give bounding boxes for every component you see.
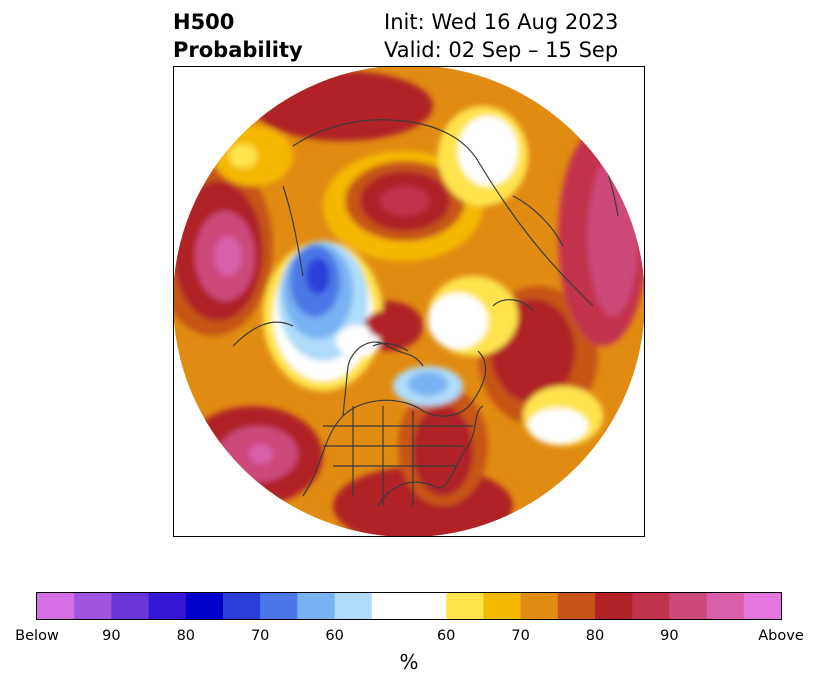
colorbar-tick-label: 70 — [511, 628, 530, 644]
init-date: Init: Wed 16 Aug 2023 — [384, 10, 619, 34]
colorbar-bin — [74, 593, 112, 619]
colorbar-bin — [520, 593, 559, 619]
colorbar-tick-label: 60 — [436, 628, 456, 644]
colorbar-bin — [334, 593, 373, 619]
colorbar-bin — [37, 593, 75, 619]
colorbar-tick-label: 70 — [250, 628, 270, 644]
colorbar-bin — [595, 593, 633, 619]
colorbar-tick-label: 80 — [176, 628, 196, 644]
colorbar-tick-label: 60 — [325, 628, 344, 644]
colorbar-bin — [185, 593, 224, 619]
colorbar-bin — [371, 593, 447, 619]
colorbar-bin — [483, 593, 522, 619]
colorbar-tick-label: Above — [758, 628, 804, 644]
colorbar-bin — [297, 593, 336, 619]
colorbar-bin — [557, 593, 596, 619]
colorbar-tick-label: Below — [15, 628, 59, 644]
colorbar-bin — [111, 593, 150, 619]
colorbar-bin — [446, 593, 484, 619]
title-variable: H500 — [173, 10, 235, 34]
map-title-right: Init: Wed 16 Aug 2023 Valid: 02 Sep – 15… — [384, 8, 618, 64]
colorbar-bin — [148, 593, 187, 619]
colorbar-bin — [743, 593, 782, 619]
colorbar-tick-label: 90 — [660, 628, 679, 644]
colorbar-bin — [669, 593, 708, 619]
map-title-left: H500 Probability — [173, 8, 303, 64]
colorbar-tick-label: 90 — [102, 628, 121, 644]
title-product: Probability — [173, 38, 303, 62]
colorbar-bin — [223, 593, 261, 619]
colorbar-bin — [632, 593, 670, 619]
colorbar-unit: % — [399, 650, 419, 674]
colorbar — [36, 592, 782, 620]
colorbar-tick-label: 80 — [585, 628, 605, 644]
map-frame — [173, 66, 645, 537]
colorbar-frame — [36, 592, 782, 620]
valid-range: Valid: 02 Sep – 15 Sep — [384, 38, 619, 62]
colorbar-bin — [706, 593, 745, 619]
probability-map — [173, 66, 645, 537]
colorbar-bin — [260, 593, 298, 619]
probability-field — [173, 66, 645, 537]
